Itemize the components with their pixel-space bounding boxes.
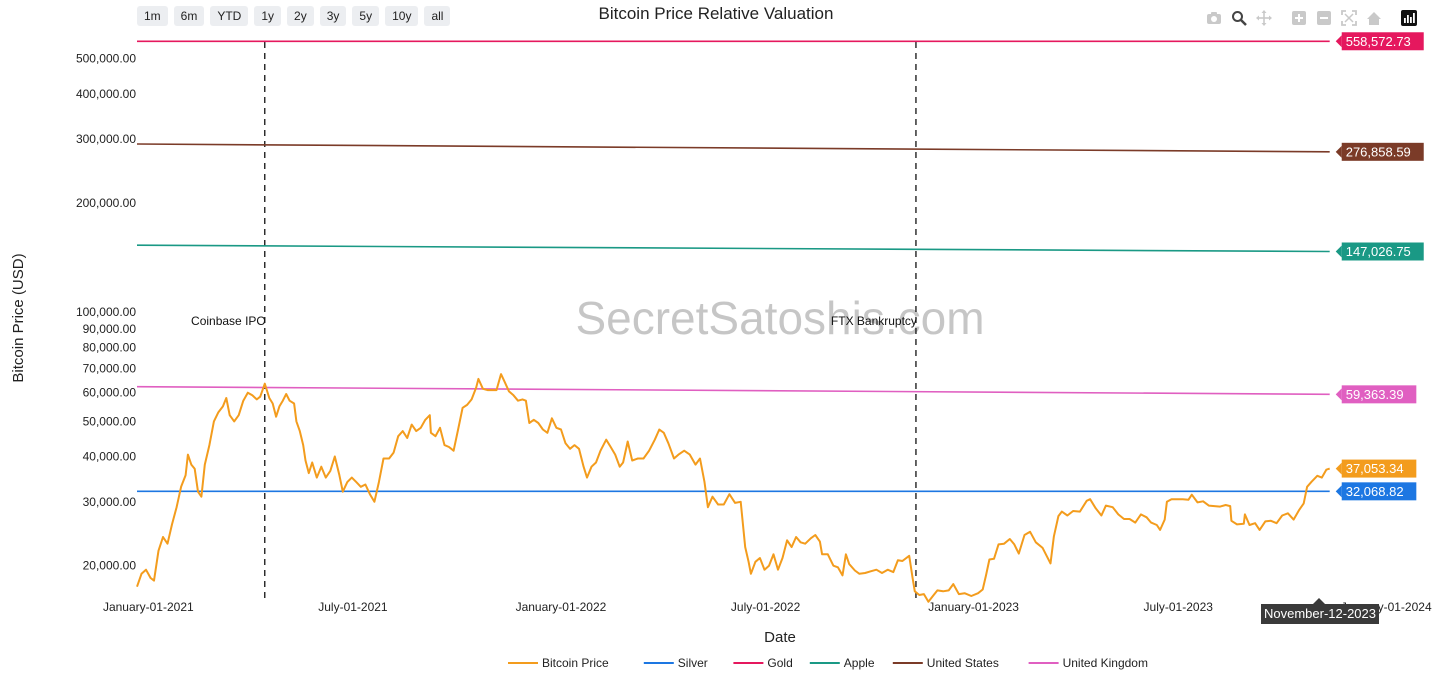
legend-item-united-kingdom[interactable]: United Kingdom [1063, 656, 1148, 670]
range-button-1y[interactable]: 1y [254, 6, 282, 26]
autoscale-icon[interactable] [1339, 8, 1359, 28]
range-selector: 1m 6m YTD 1y 2y 3y 5y 10y all [137, 6, 451, 26]
y-tick-label: 200,000.00 [76, 196, 136, 210]
legend: Bitcoin Price Silver Gold Apple United State… [508, 656, 1148, 670]
x-tick-label: July-01-2022 [731, 600, 801, 614]
x-axis: January-01-2021 July-01-2021 January-01-20… [103, 600, 1432, 614]
zoom-in-icon[interactable] [1289, 8, 1309, 28]
y-tick-label: 40,000.00 [83, 450, 137, 464]
y-tick-label: 400,000.00 [76, 87, 136, 101]
end-label-box [1341, 32, 1424, 51]
zoom-out-icon[interactable] [1314, 8, 1334, 28]
range-button-6m[interactable]: 6m [173, 6, 205, 26]
legend-item-silver[interactable]: Silver [678, 656, 708, 670]
end-label-caret [1335, 145, 1342, 158]
end-label-silver: 32,068.82 [1346, 484, 1404, 499]
x-tick-label: January-01-2021 [103, 600, 194, 614]
y-tick-label: 30,000.00 [83, 495, 137, 509]
range-button-5y[interactable]: 5y [352, 6, 380, 26]
range-button-3y[interactable]: 3y [319, 6, 347, 26]
legend-item-bitcoin-price[interactable]: Bitcoin Price [542, 656, 609, 670]
y-tick-label: 80,000.00 [83, 340, 137, 354]
legend-item-united-states[interactable]: United States [927, 656, 999, 670]
end-label-box [1341, 385, 1417, 404]
zoom-icon[interactable] [1229, 8, 1249, 28]
range-button-all[interactable]: all [424, 6, 451, 26]
x-tick-label: July-01-2021 [318, 600, 388, 614]
end-label-gold: 558,572.73 [1346, 34, 1411, 49]
range-button-ytd[interactable]: YTD [210, 6, 249, 26]
annotation-label: FTX Bankruptcy [831, 314, 917, 328]
end-label-united-states: 276,858.59 [1346, 144, 1411, 159]
range-button-10y[interactable]: 10y [385, 6, 419, 26]
x-tick-label: January-01-2022 [516, 600, 607, 614]
hover-date-label: November-12-2023 [1264, 606, 1376, 621]
end-labels: 37,053.34 32,068.82 558,572.73 147,026.75 27… [1335, 32, 1424, 501]
end-label-box [1341, 242, 1424, 261]
hover-date-caret [1313, 598, 1325, 604]
legend-item-gold[interactable]: Gold [767, 656, 792, 670]
y-tick-label: 90,000.00 [83, 322, 137, 336]
end-label-caret [1335, 35, 1342, 48]
range-button-2y[interactable]: 2y [287, 6, 314, 26]
y-tick-label: 60,000.00 [83, 386, 137, 400]
end-label-caret [1335, 485, 1342, 498]
series-line-bitcoin-price [136, 373, 1331, 603]
end-label-caret [1335, 245, 1342, 258]
end-label-united-kingdom: 59,363.39 [1346, 387, 1404, 402]
x-axis-title: Date [764, 629, 796, 646]
modebar [1204, 8, 1419, 28]
y-tick-label: 100,000.00 [76, 305, 136, 319]
legend-item-apple[interactable]: Apple [844, 656, 875, 670]
y-axis-title: Bitcoin Price (USD) [10, 253, 27, 382]
annotations: Coinbase IPO FTX Bankruptcy [191, 42, 917, 598]
end-label-box [1341, 459, 1417, 478]
end-label-caret [1335, 388, 1342, 401]
camera-icon[interactable] [1204, 8, 1224, 28]
x-tick-label: July-01-2023 [1144, 600, 1214, 614]
annotation-label: Coinbase IPO [191, 314, 266, 328]
y-tick-label: 500,000.00 [76, 52, 136, 66]
end-label-apple: 147,026.75 [1346, 244, 1411, 259]
y-tick-label: 20,000.00 [83, 559, 137, 573]
end-label-box [1341, 142, 1424, 161]
series-line-apple [136, 244, 1330, 253]
end-label-caret [1335, 462, 1342, 475]
series-line-united-kingdom [136, 385, 1330, 396]
end-label-bitcoin-price: 37,053.34 [1346, 461, 1404, 476]
watermark: SecretSatoshis.com [575, 292, 984, 344]
y-tick-label: 50,000.00 [83, 414, 137, 428]
end-label-box [1341, 482, 1417, 501]
chart-title: Bitcoin Price Relative Valuation [598, 4, 834, 23]
series-line-united-states [136, 143, 1330, 153]
hover-label: November-12-2023 [1261, 598, 1379, 624]
y-tick-label: 300,000.00 [76, 132, 136, 146]
pan-icon[interactable] [1254, 8, 1274, 28]
x-tick-label: January-01-2023 [928, 600, 1019, 614]
series-layer [136, 40, 1331, 603]
y-axis: 20,000.00 30,000.00 40,000.00 50,000.00 60,0… [76, 52, 136, 573]
plotly-logo-icon[interactable] [1399, 8, 1419, 28]
range-button-1m[interactable]: 1m [137, 6, 168, 26]
hover-date-box [1261, 604, 1379, 624]
y-tick-label: 70,000.00 [83, 361, 137, 375]
reset-axes-icon[interactable] [1364, 8, 1384, 28]
